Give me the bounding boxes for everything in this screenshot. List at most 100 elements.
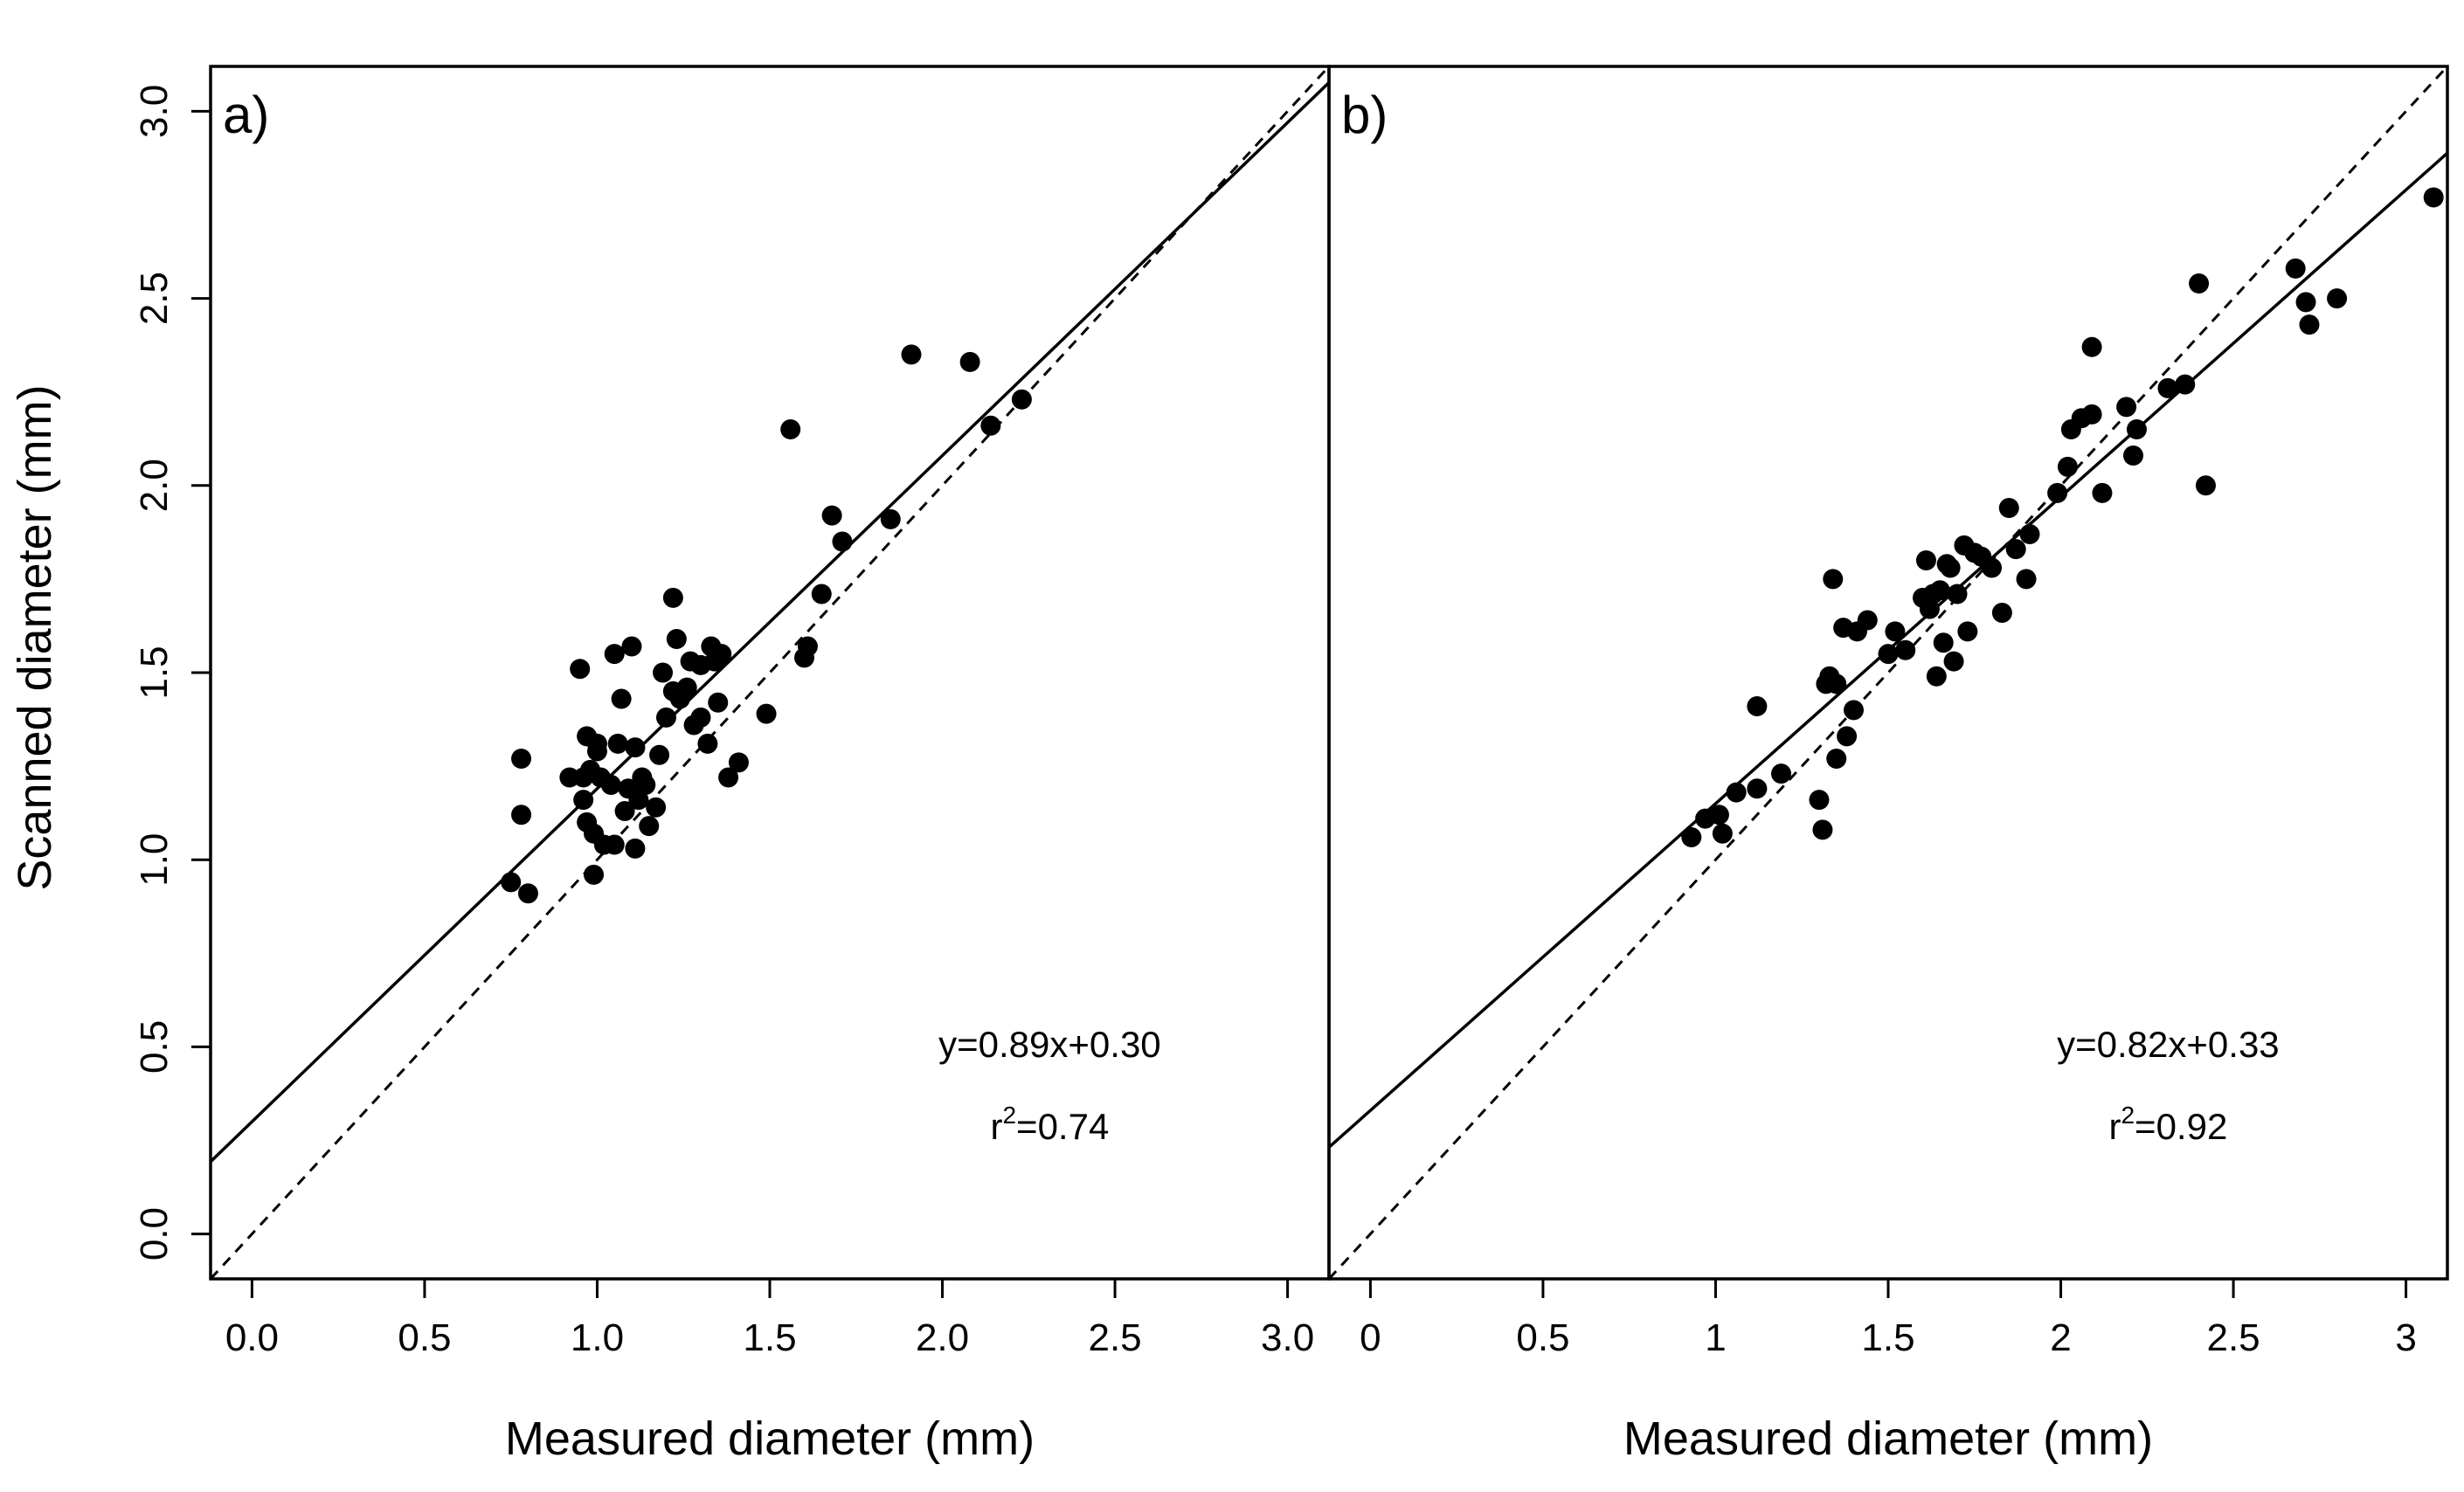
data-point (2092, 482, 2113, 503)
data-point (1812, 819, 1833, 840)
panel-label: a) (223, 86, 269, 144)
r-squared: r2=0.74 (990, 1102, 1109, 1147)
x-tick-label: 2.5 (1088, 1316, 1141, 1359)
data-point (625, 838, 646, 859)
data-point (1919, 598, 1940, 619)
data-point (811, 584, 832, 604)
data-point (1826, 673, 1847, 694)
data-point (635, 775, 656, 796)
y-tick-label: 0.5 (133, 1020, 176, 1074)
data-point (1771, 763, 1792, 784)
data-point (511, 805, 532, 825)
data-point (604, 644, 625, 665)
data-point (625, 737, 646, 758)
data-point (655, 707, 676, 728)
data-point (2047, 482, 2068, 503)
data-point (628, 790, 649, 811)
x-tick-label: 0 (1360, 1316, 1381, 1359)
data-point (676, 677, 697, 698)
data-point (1843, 700, 1864, 721)
data-point (1957, 621, 1978, 642)
x-tick-label: 1.5 (1861, 1316, 1914, 1359)
x-axis-title: Measured diameter (mm) (1623, 1413, 2153, 1465)
data-point (2016, 569, 2037, 590)
y-tick-label: 0.0 (133, 1207, 176, 1261)
data-point (2116, 397, 2137, 418)
x-tick-label: 2 (2050, 1316, 2071, 1359)
data-point (797, 636, 818, 657)
data-point (1878, 644, 1899, 665)
data-point (880, 508, 901, 529)
data-point (1681, 826, 1702, 847)
data-point (2295, 292, 2316, 313)
data-point (1895, 639, 1916, 660)
x-tick-label: 3.0 (1261, 1316, 1314, 1359)
data-point (501, 872, 522, 893)
panel-b: 0 0.5 1 1.5 2 2.5 3 b) Measured diameter (mm) y=0… (1327, 65, 2449, 1465)
reference-line (211, 66, 1329, 1279)
data-point (1991, 602, 2012, 623)
data-point (2327, 288, 2348, 309)
data-point (2081, 404, 2102, 425)
data-point (584, 864, 605, 885)
x-tick-label: 0.5 (1516, 1316, 1569, 1359)
x-axis-title: Measured diameter (mm) (505, 1413, 1035, 1465)
data-point (780, 419, 801, 440)
x-tick-label: 1 (1705, 1316, 1726, 1359)
data-point (2126, 419, 2147, 440)
data-point (1708, 805, 1729, 825)
data-point (1712, 823, 1733, 844)
data-point (573, 790, 594, 811)
data-point (1747, 778, 1768, 799)
data-point (2005, 539, 2026, 560)
data-point (649, 744, 670, 765)
data-point (570, 659, 591, 680)
data-point (728, 752, 749, 773)
data-point (1998, 498, 2019, 519)
panel-label: b) (1341, 86, 1388, 144)
r-squared: r2=0.92 (2108, 1102, 2227, 1147)
data-point (2057, 456, 2078, 477)
data-point (1885, 621, 1906, 642)
data-point (611, 688, 632, 709)
data-point (821, 505, 842, 526)
data-point (621, 636, 642, 657)
data-point (662, 587, 683, 608)
data-point (511, 749, 532, 770)
data-point (1011, 389, 1032, 410)
plot-frame (1327, 65, 2449, 1281)
data-point (1943, 651, 1964, 672)
regression-equation: y=0.82x+0.33 (2057, 1024, 2280, 1065)
data-point (697, 733, 718, 754)
data-point (901, 344, 922, 365)
y-tick-label: 3.0 (133, 85, 176, 138)
x-tick-label: 1.0 (571, 1316, 624, 1359)
x-tick-label: 1.5 (743, 1316, 796, 1359)
data-point (604, 834, 625, 855)
data-point (1926, 666, 1947, 687)
x-tick-label: 0.0 (225, 1316, 279, 1359)
data-point (2299, 314, 2320, 335)
data-point (711, 644, 732, 665)
regression-line (211, 81, 1329, 1164)
data-point (614, 801, 635, 822)
data-point (980, 415, 1001, 436)
data-point (2189, 273, 2210, 294)
data-point (666, 628, 687, 649)
data-point (1929, 580, 1950, 601)
data-point (2019, 523, 2040, 544)
data-point (607, 733, 628, 754)
data-point (2122, 446, 2143, 466)
data-point (832, 531, 853, 552)
data-point (1826, 749, 1847, 770)
data-point (639, 816, 660, 837)
data-point (718, 767, 739, 788)
data-point (2195, 475, 2216, 496)
data-point (653, 662, 674, 683)
data-point (1915, 549, 1936, 570)
data-point (2175, 374, 2196, 395)
data-point (1809, 790, 1830, 811)
data-point (1857, 610, 1878, 631)
x-tick-label: 3 (2395, 1316, 2416, 1359)
y-axis-title: Scanned diameter (mm) (9, 384, 61, 890)
